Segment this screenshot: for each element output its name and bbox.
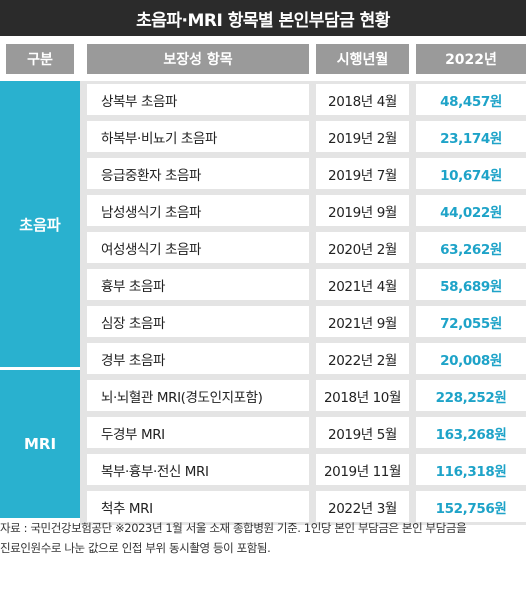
row-date: 2020년 2월 <box>316 232 409 263</box>
row-item: 응급중환자 초음파 <box>87 158 309 189</box>
table-row: 복부·흉부·전신 MRI 2019년 11월 116,318원 <box>80 451 526 488</box>
page-title: 초음파·MRI 항목별 본인부담금 현황 <box>0 0 526 36</box>
table-row: 척추 MRI 2022년 3월 152,756원 <box>80 488 526 525</box>
table-row: 여성생식기 초음파 2020년 2월 63,262원 <box>80 229 526 266</box>
category-mri: MRI <box>0 370 80 518</box>
header-date: 시행년월 <box>316 44 409 74</box>
row-item: 뇌·뇌혈관 MRI(경도인지포함) <box>87 380 309 411</box>
row-cost: 23,174원 <box>416 121 526 152</box>
row-cost: 163,268원 <box>416 417 526 448</box>
row-date: 2021년 4월 <box>316 269 409 300</box>
table-row: 하복부·비뇨기 초음파 2019년 2월 23,174원 <box>80 118 526 155</box>
table-header: 구분 보장성 항목 시행년월 2022년 <box>0 36 526 81</box>
row-date: 2019년 11월 <box>316 454 409 485</box>
row-cost: 48,457원 <box>416 84 526 115</box>
row-date: 2021년 9월 <box>316 306 409 337</box>
row-item: 경부 초음파 <box>87 343 309 374</box>
row-item: 남성생식기 초음파 <box>87 195 309 226</box>
row-cost: 10,674원 <box>416 158 526 189</box>
header-item: 보장성 항목 <box>87 44 309 74</box>
source-note-line-1: 자료 : 국민건강보험공단 ※2023년 1월 서울 소재 종합병원 기준. 1… <box>0 521 467 535</box>
row-item: 하복부·비뇨기 초음파 <box>87 121 309 152</box>
row-date: 2019년 7월 <box>316 158 409 189</box>
row-date: 2019년 9월 <box>316 195 409 226</box>
row-item: 복부·흉부·전신 MRI <box>87 454 309 485</box>
row-item: 흉부 초음파 <box>87 269 309 300</box>
row-item: 상복부 초음파 <box>87 84 309 115</box>
row-date: 2019년 5월 <box>316 417 409 448</box>
source-note-line-2: 진료인원수로 나눈 값으로 인접 부위 동시촬영 등이 포함됨. <box>0 541 271 555</box>
table-row: 경부 초음파 2022년 2월 20,008원 <box>80 340 526 377</box>
row-item: 여성생식기 초음파 <box>87 232 309 263</box>
table-row: 두경부 MRI 2019년 5월 163,268원 <box>80 414 526 451</box>
row-cost: 152,756원 <box>416 491 526 522</box>
row-date: 2018년 10월 <box>316 380 409 411</box>
table-row: 상복부 초음파 2018년 4월 48,457원 <box>80 81 526 118</box>
row-cost: 116,318원 <box>416 454 526 485</box>
row-cost: 20,008원 <box>416 343 526 374</box>
row-item: 두경부 MRI <box>87 417 309 448</box>
row-cost: 63,262원 <box>416 232 526 263</box>
row-date: 2019년 2월 <box>316 121 409 152</box>
row-cost: 58,689원 <box>416 269 526 300</box>
table-row: 남성생식기 초음파 2019년 9월 44,022원 <box>80 192 526 229</box>
row-date: 2022년 2월 <box>316 343 409 374</box>
row-item: 심장 초음파 <box>87 306 309 337</box>
table-row: 심장 초음파 2021년 9월 72,055원 <box>80 303 526 340</box>
source-note: 자료 : 국민건강보험공단 ※2023년 1월 서울 소재 종합병원 기준. 1… <box>0 518 526 558</box>
row-date: 2018년 4월 <box>316 84 409 115</box>
table-row: 응급중환자 초음파 2019년 7월 10,674원 <box>80 155 526 192</box>
row-item: 척추 MRI <box>87 491 309 522</box>
header-category: 구분 <box>6 44 74 74</box>
row-date: 2022년 3월 <box>316 491 409 522</box>
table-row: 흉부 초음파 2021년 4월 58,689원 <box>80 266 526 303</box>
row-cost: 44,022원 <box>416 195 526 226</box>
table-row: 뇌·뇌혈관 MRI(경도인지포함) 2018년 10월 228,252원 <box>80 377 526 414</box>
row-cost: 228,252원 <box>416 380 526 411</box>
header-year: 2022년 <box>416 44 526 74</box>
category-ultrasound: 초음파 <box>0 81 80 370</box>
row-cost: 72,055원 <box>416 306 526 337</box>
